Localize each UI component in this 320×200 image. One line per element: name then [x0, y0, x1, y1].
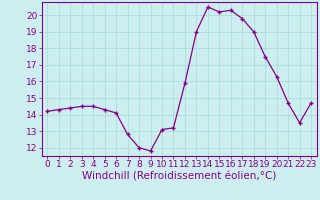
- X-axis label: Windchill (Refroidissement éolien,°C): Windchill (Refroidissement éolien,°C): [82, 172, 276, 182]
